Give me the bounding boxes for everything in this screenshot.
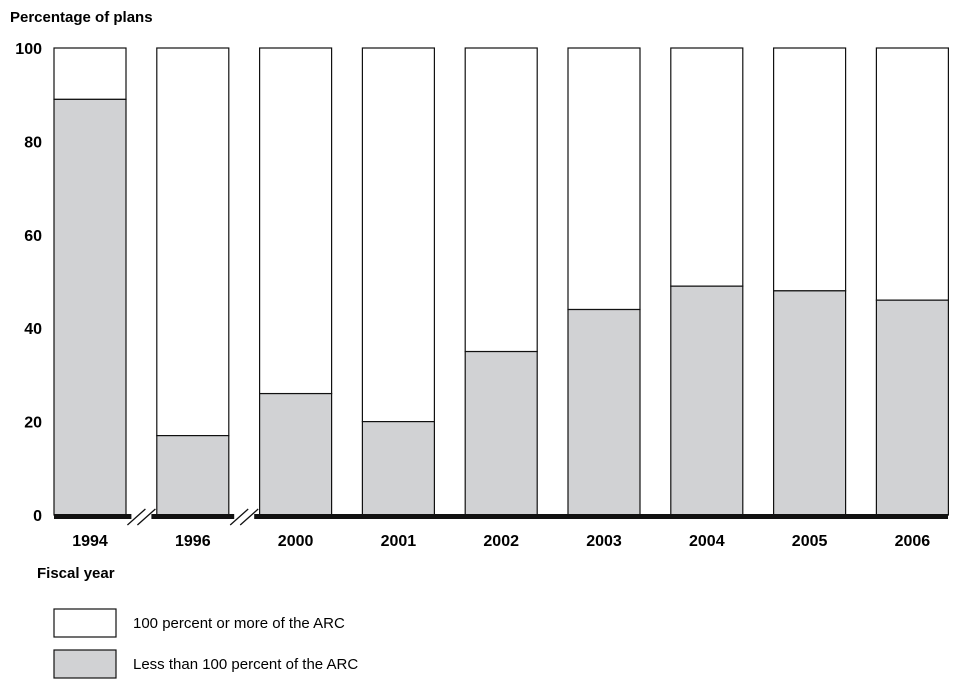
x-tick-label: 2002	[483, 533, 519, 550]
bar-segment-less-than-100-percent	[259, 392, 333, 516]
bar-segment-100-percent-or-more	[361, 47, 435, 423]
x-axis-line	[54, 514, 948, 519]
x-tick-label: 2003	[586, 533, 622, 550]
axis-break-mark	[126, 508, 156, 526]
x-axis-ticks: 1994 1996 2000 2001 2002 2003 2004 2005 2006	[72, 533, 930, 550]
y-tick-label: 100	[15, 41, 42, 58]
y-tick-label: 80	[24, 134, 42, 151]
bar-segment-100-percent-or-more	[259, 47, 333, 395]
bar-segment-less-than-100-percent	[875, 299, 950, 516]
bar-segment-less-than-100-percent	[567, 308, 641, 516]
axis-break-mark	[229, 508, 259, 526]
bars	[53, 47, 950, 516]
legend-label: 100 percent or more of the ARC	[133, 615, 345, 632]
bar-segment-less-than-100-percent	[772, 290, 847, 516]
legend: 100 percent or more of the ARC Less than …	[53, 608, 358, 679]
x-tick-label: 2006	[895, 533, 931, 550]
bar-segment-100-percent-or-more	[156, 47, 230, 437]
x-tick-label: 2001	[381, 533, 417, 550]
x-tick-label: 2000	[278, 533, 314, 550]
x-tick-label: 2004	[689, 533, 725, 550]
y-tick-label: 60	[24, 228, 42, 245]
bar-segment-less-than-100-percent	[670, 285, 744, 516]
y-tick-label: 0	[33, 508, 42, 525]
x-axis-title: Fiscal year	[37, 565, 115, 582]
legend-swatch-less-than-100-percent	[53, 649, 117, 679]
y-tick-label: 20	[24, 415, 42, 432]
y-axis-ticks: 0 20 40 60 80 100	[15, 41, 42, 525]
bar-segment-less-than-100-percent	[464, 350, 538, 516]
y-axis-title: Percentage of plans	[10, 9, 153, 26]
x-tick-label: 1996	[175, 533, 211, 550]
bar-segment-100-percent-or-more	[875, 47, 950, 301]
x-axis-baseline	[54, 508, 948, 526]
bar-segment-less-than-100-percent	[53, 98, 127, 516]
legend-label: Less than 100 percent of the ARC	[133, 656, 358, 673]
x-tick-label: 1994	[72, 533, 108, 550]
bar-segment-100-percent-or-more	[670, 47, 744, 287]
legend-swatch-100-percent-or-more	[53, 608, 117, 638]
x-tick-label: 2005	[792, 533, 828, 550]
bar-segment-100-percent-or-more	[53, 47, 127, 100]
bar-segment-100-percent-or-more	[464, 47, 538, 353]
bar-segment-100-percent-or-more	[772, 47, 847, 292]
bar-segment-100-percent-or-more	[567, 47, 641, 311]
bar-segment-less-than-100-percent	[156, 435, 230, 516]
bar-segment-less-than-100-percent	[361, 421, 435, 516]
y-tick-label: 40	[24, 321, 42, 338]
